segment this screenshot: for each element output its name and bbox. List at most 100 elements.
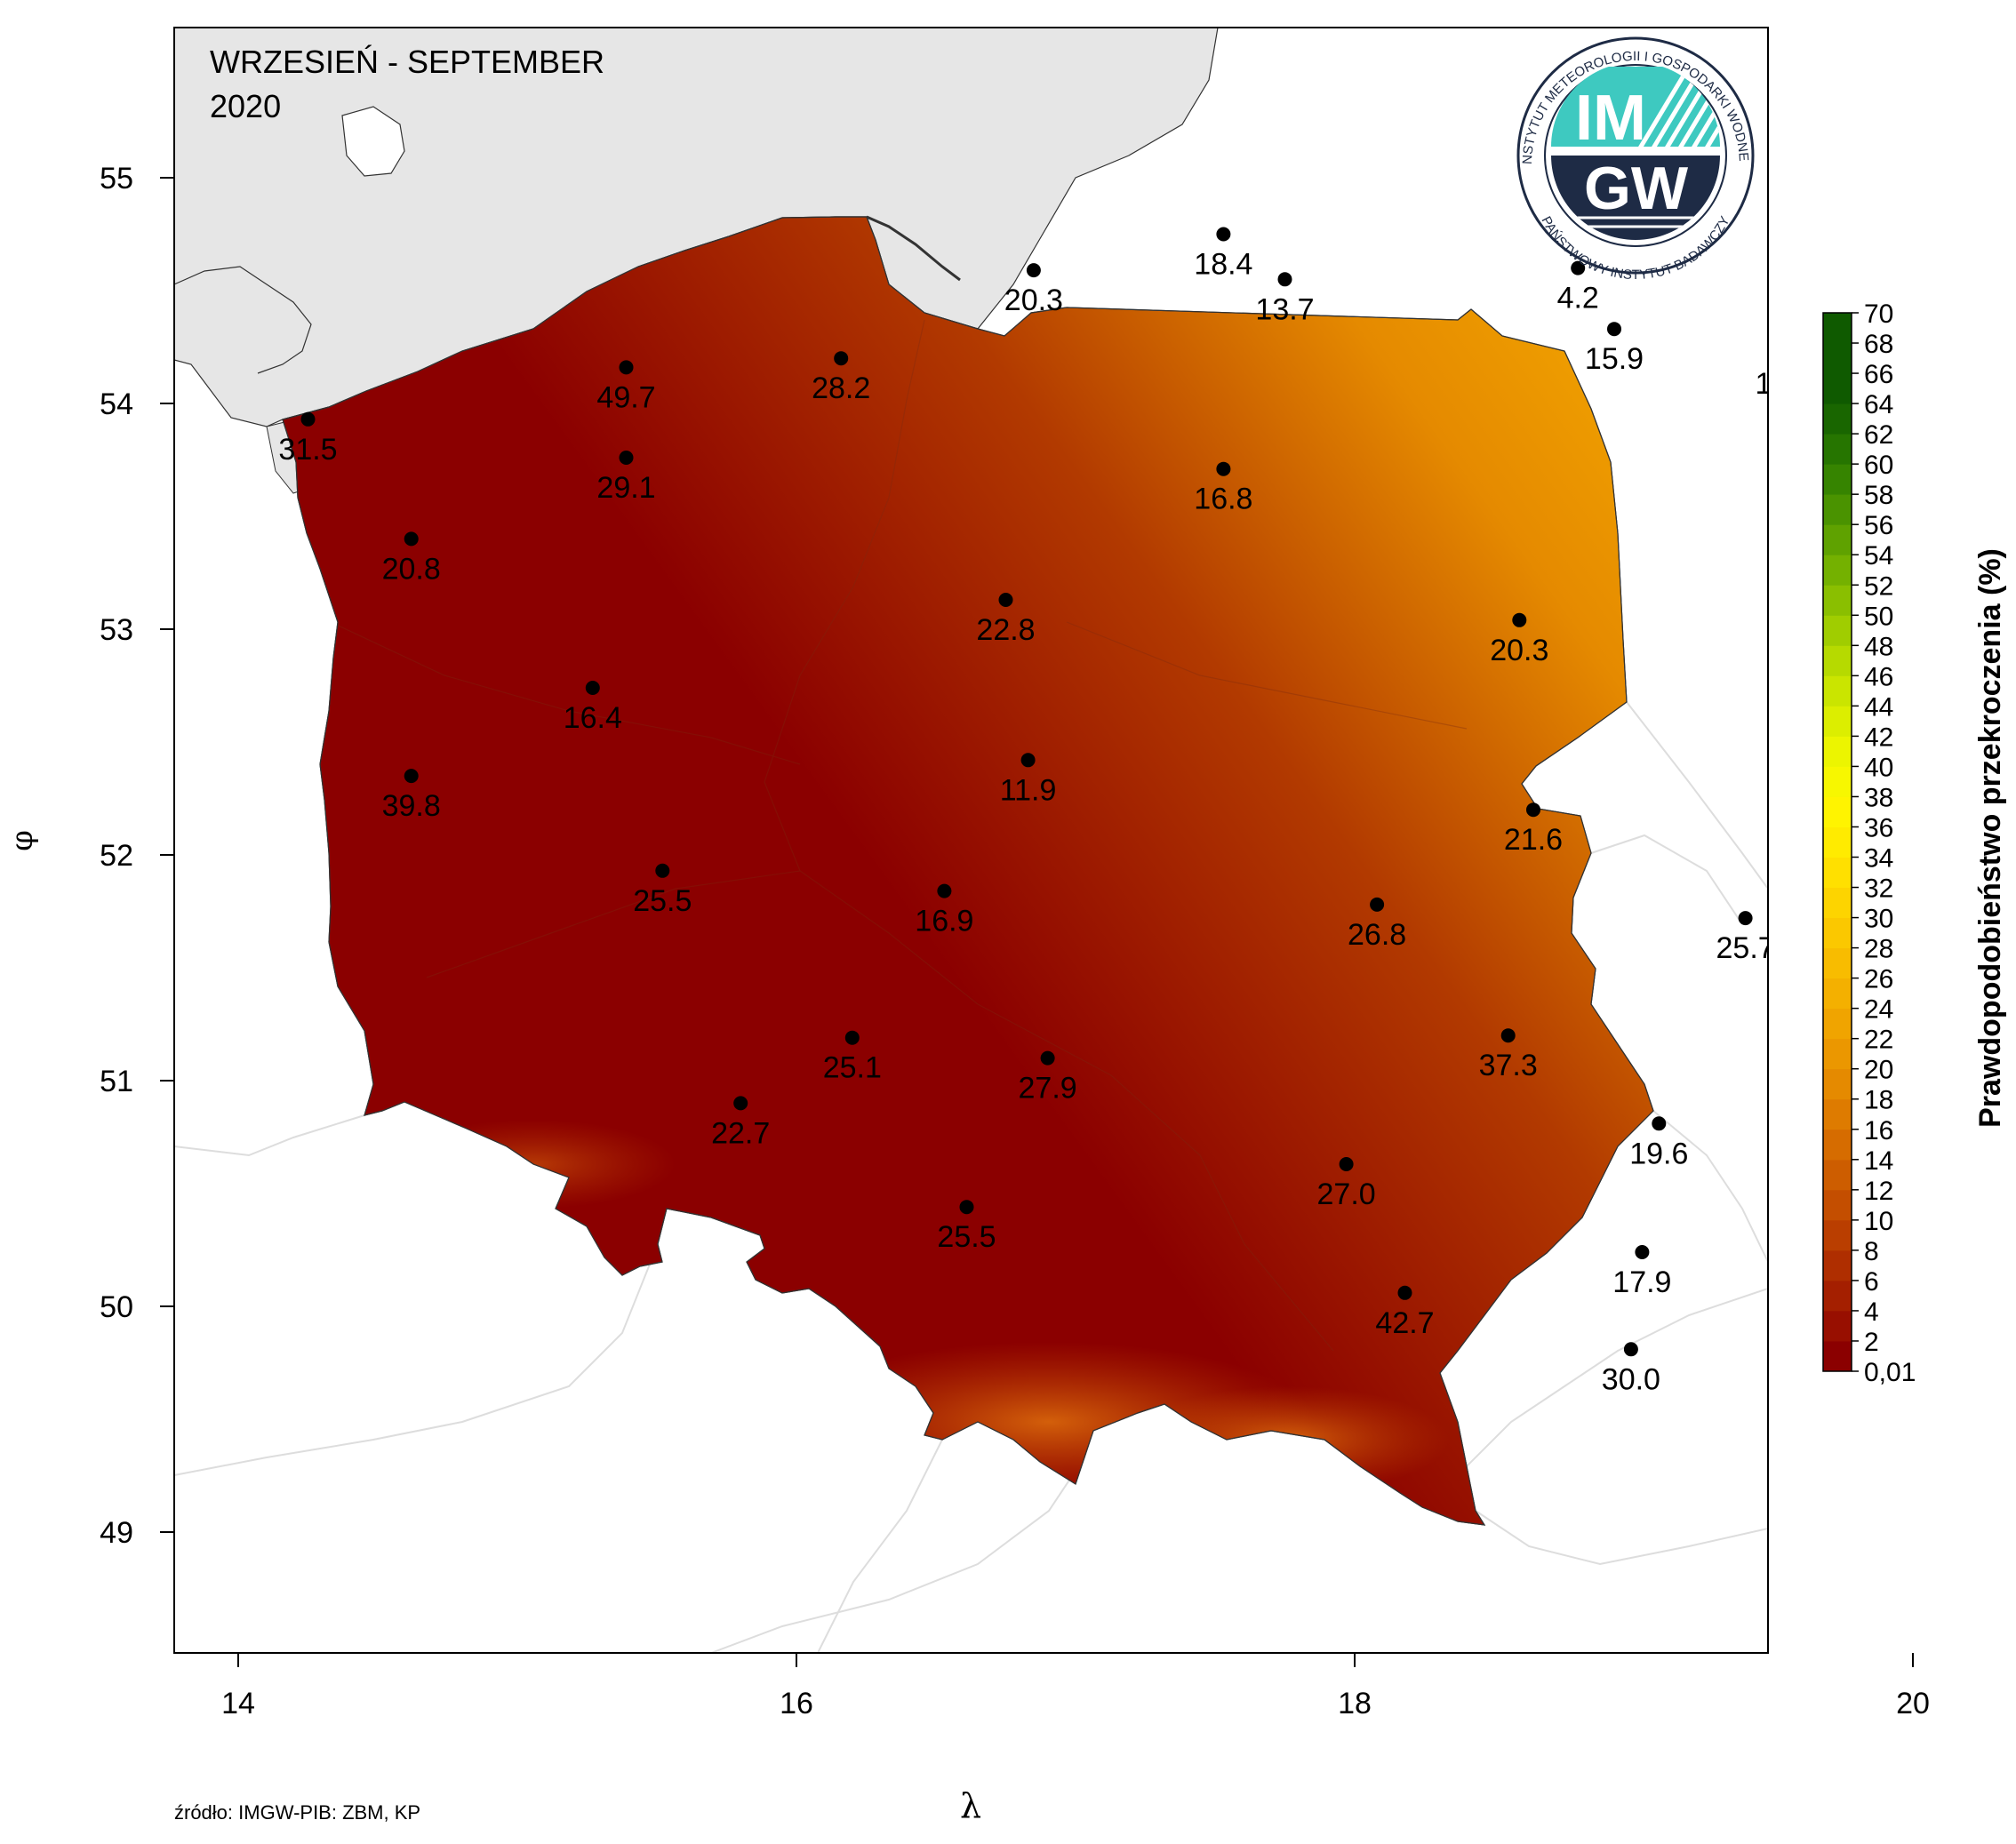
legend-label: 52	[1864, 571, 1893, 601]
station-marker	[1216, 227, 1231, 242]
station-marker	[937, 883, 952, 898]
legend-label: 50	[1864, 602, 1893, 631]
station-marker	[1040, 1050, 1055, 1066]
map-title: WRZESIEŃ - SEPTEMBER	[210, 44, 604, 80]
y-tick-label: 55	[100, 162, 133, 196]
legend-swatch	[1823, 1038, 1852, 1070]
y-tick-label: 50	[100, 1290, 133, 1324]
x-axis-label: λ	[960, 1786, 981, 1825]
station-marker	[2009, 600, 2016, 614]
legend-swatch	[1823, 313, 1852, 344]
y-tick-label: 51	[100, 1065, 133, 1098]
station-marker	[619, 451, 634, 465]
station-value-label: 20.3	[1490, 634, 1548, 667]
legend-label: 2	[1864, 1328, 1879, 1357]
legend-swatch	[1823, 1341, 1852, 1372]
legend-label: 40	[1864, 753, 1893, 782]
legend-label: 38	[1864, 783, 1893, 812]
legend-swatch	[1823, 434, 1852, 465]
station-value-label: 27.9	[1019, 1072, 1077, 1106]
station-value-label: 16.9	[915, 905, 973, 938]
legend-label: 42	[1864, 722, 1893, 752]
legend-swatch	[1823, 524, 1852, 555]
legend-swatch	[1823, 917, 1852, 949]
legend-label: 68	[1864, 330, 1893, 359]
y-tick-label: 49	[100, 1516, 133, 1550]
station-marker	[959, 1200, 974, 1215]
station-marker	[844, 1030, 860, 1045]
station-marker	[733, 1096, 748, 1111]
legend-label: 32	[1864, 874, 1893, 904]
station-marker	[1026, 263, 1041, 278]
station-marker	[300, 411, 316, 427]
station-value-label: 14.1	[1756, 367, 1814, 401]
legend-label: 28	[1864, 935, 1893, 964]
legend-swatch	[1823, 796, 1852, 827]
station-marker	[1020, 753, 1036, 768]
map-year: 2020	[210, 88, 281, 124]
island	[341, 106, 405, 177]
station-marker	[619, 360, 634, 375]
legend-label: 16	[1864, 1116, 1893, 1146]
legend-label: 22	[1864, 1026, 1893, 1055]
legend-label: 6	[1864, 1267, 1879, 1297]
station-value-label: 19.6	[1629, 1137, 1688, 1170]
legend-swatch	[1823, 1008, 1852, 1040]
legend-swatch	[1823, 1280, 1852, 1312]
neighbour-borders	[174, 701, 1768, 1653]
station-marker	[1894, 1457, 1908, 1472]
station-layer: 31.549.728.220.318.413.74.215.914.17.64.…	[278, 227, 2016, 1512]
legend-swatch	[1823, 706, 1852, 737]
station-value-label: 29.1	[596, 471, 655, 505]
logo-word-im: IM	[1575, 83, 1646, 154]
legend-swatch	[1823, 1189, 1852, 1221]
station-marker	[1526, 802, 1540, 818]
y-axis-label: φ	[4, 830, 40, 851]
legend-label: 0,01	[1864, 1358, 1916, 1387]
legend-label: 18	[1864, 1086, 1893, 1115]
legend-label: 20	[1864, 1056, 1893, 1085]
y-axis: 49 50 51 52 53 54 55	[100, 162, 174, 1550]
legend-label: 66	[1864, 360, 1893, 389]
legend-swatch	[1823, 826, 1852, 858]
legend-label: 34	[1864, 844, 1893, 874]
rivers	[330, 319, 1468, 1352]
legend-swatch	[1823, 343, 1852, 374]
legend-swatch	[1823, 978, 1852, 1010]
legend-label: 62	[1864, 420, 1893, 450]
station-value-label: 30.0	[1602, 1362, 1660, 1396]
legend-label: 46	[1864, 662, 1893, 691]
station-marker	[998, 593, 1013, 607]
station-marker	[404, 531, 419, 547]
station-marker	[1277, 272, 1292, 287]
legend-label: 36	[1864, 813, 1893, 842]
station-marker	[1339, 1157, 1354, 1171]
x-tick-label: 14	[221, 1687, 255, 1720]
station-value-label: 11.9	[1000, 773, 1057, 807]
station-value-label: 25.1	[823, 1051, 882, 1085]
legend-label: 44	[1864, 692, 1893, 722]
legend-swatch	[1823, 1068, 1852, 1100]
legend-label: 10	[1864, 1207, 1893, 1236]
station-value-label: 18.4	[1194, 248, 1252, 282]
station-value-label: 25.7	[1716, 931, 1775, 965]
legend-swatch	[1823, 464, 1852, 495]
legend-swatch	[1823, 1310, 1852, 1342]
legend-swatch	[1823, 494, 1852, 525]
legend-swatch	[1823, 615, 1852, 646]
station-value-label: 20.3	[1004, 283, 1063, 317]
station-value-label: 37.3	[1479, 1049, 1538, 1082]
station-value-label: 16.4	[564, 701, 622, 735]
legend-swatch	[1823, 1129, 1852, 1161]
station-marker	[1652, 1116, 1667, 1131]
imgw-logo: IM GW INSTYTUT METEOROLOGII I GOSPODARKI…	[1516, 36, 1755, 283]
station-value-label: 21.6	[1504, 823, 1563, 857]
station-value-label: 17.9	[1612, 1265, 1671, 1299]
station-value-label: 46.1	[1872, 1478, 1931, 1512]
station-marker	[1397, 1285, 1412, 1300]
station-value-label: 39.8	[382, 789, 441, 823]
plot-frame	[173, 27, 1769, 1654]
x-tick-label: 16	[780, 1687, 813, 1720]
